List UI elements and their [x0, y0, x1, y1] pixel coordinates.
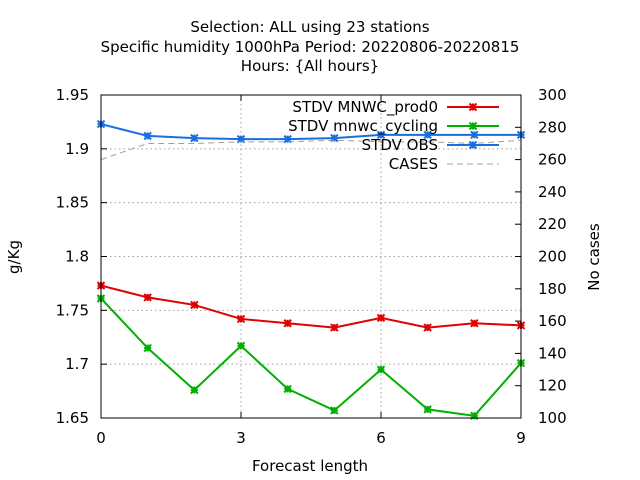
axis-ticks: 1.65 1.7 1.75 1.8 1.85 1.9 1.95 100 120 140 160 180… — [56, 86, 567, 447]
y-tick-label: 1.8 — [65, 248, 89, 266]
y2-tick-label: 240 — [538, 183, 567, 201]
series-line — [100, 139, 522, 161]
series-line — [100, 123, 521, 141]
data-point — [283, 319, 292, 328]
data-point — [470, 130, 479, 140]
data-point — [376, 365, 386, 374]
chart-title: Selection: ALL using 23 stations Specifi… — [101, 18, 520, 75]
title-line-3: Hours: {All hours} — [241, 57, 379, 75]
data-point — [330, 406, 339, 415]
data-point — [283, 384, 292, 394]
data-point — [423, 405, 432, 414]
data-point — [468, 102, 478, 112]
y-tick-label: 1.85 — [56, 194, 89, 212]
data-point — [330, 323, 339, 332]
data-point — [468, 140, 478, 150]
x-tick-label: 0 — [96, 429, 106, 447]
legend-entry: STDV mnwc_cycling — [288, 117, 499, 136]
series-line — [100, 284, 522, 329]
y2-tick-label: 220 — [538, 215, 567, 233]
y-tick-label: 1.7 — [65, 355, 89, 373]
legend-label: CASES — [389, 155, 438, 173]
y-tick-label: 1.95 — [56, 86, 89, 104]
data-point — [143, 343, 152, 353]
data-point — [376, 130, 386, 140]
y2-tick-label: 140 — [538, 344, 567, 362]
data-point — [376, 313, 386, 323]
plot-series — [96, 119, 526, 421]
y-tick-label: 1.75 — [56, 301, 89, 319]
x-tick-label: 3 — [236, 429, 246, 447]
data-point — [423, 130, 432, 140]
y2-tick-label: 200 — [538, 248, 567, 266]
legend-entry: STDV OBS — [362, 136, 499, 154]
data-point — [143, 131, 152, 141]
y2-tick-label: 100 — [538, 409, 567, 427]
data-point — [190, 133, 199, 143]
data-point — [190, 385, 199, 395]
data-point — [190, 300, 199, 310]
y2-tick-label: 120 — [538, 377, 567, 395]
legend-label: STDV OBS — [362, 136, 438, 154]
y2-tick-label: 300 — [538, 86, 567, 104]
x-tick-label: 9 — [516, 429, 526, 447]
legend-entry: STDV MNWC_prod0 — [292, 98, 499, 117]
y2-tick-label: 160 — [538, 312, 567, 330]
y2-tick-label: 280 — [538, 118, 567, 136]
data-point — [236, 314, 246, 324]
y-tick-label: 1.65 — [56, 409, 89, 427]
series-3 — [100, 139, 522, 161]
y2-tick-label: 180 — [538, 280, 567, 298]
x-tick-label: 6 — [376, 429, 386, 447]
data-point — [236, 341, 246, 351]
title-line-2: Specific humidity 1000hPa Period: 202208… — [101, 38, 520, 56]
legend-label: STDV MNWC_prod0 — [292, 98, 438, 117]
y-tick-label: 1.9 — [65, 140, 89, 158]
data-point — [470, 319, 479, 328]
series-0 — [96, 281, 526, 332]
y2-tick-label: 260 — [538, 151, 567, 169]
y2-axis-label: No cases — [585, 223, 603, 291]
x-axis-label: Forecast length — [252, 457, 368, 475]
title-line-1: Selection: ALL using 23 stations — [190, 18, 429, 36]
series-line — [100, 297, 522, 417]
data-point — [468, 121, 478, 131]
data-point — [423, 323, 432, 332]
data-point — [143, 293, 152, 302]
series-1 — [96, 294, 526, 421]
y-axis-label: g/Kg — [5, 240, 23, 274]
legend-label: STDV mnwc_cycling — [288, 117, 438, 136]
legend-entry: CASES — [389, 155, 499, 173]
